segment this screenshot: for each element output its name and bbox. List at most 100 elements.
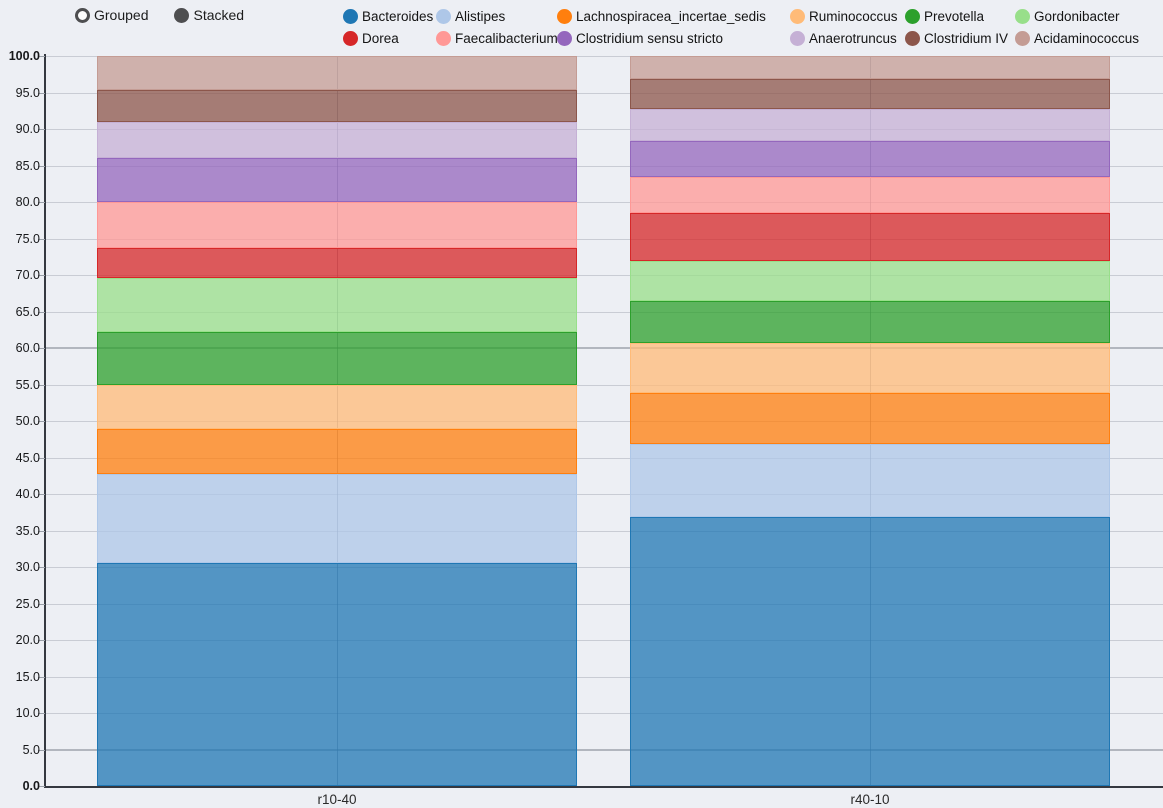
bar-segment-bacteroides[interactable]: [630, 517, 1110, 786]
y-tick-label: 100.0: [8, 49, 40, 63]
legend-item-clostridium-iv[interactable]: Clostridium IV: [905, 30, 1008, 46]
bar-segment-dorea[interactable]: [97, 247, 577, 278]
x-axis-label: r10-40: [317, 792, 357, 807]
mode-stacked-label: Stacked: [193, 7, 245, 23]
y-tick: [38, 239, 45, 240]
gridline: [46, 93, 1163, 94]
y-tick: [38, 604, 45, 605]
bar-segment-faecalibacterium[interactable]: [97, 202, 577, 248]
y-tick-label: 35.0: [15, 524, 40, 538]
legend-item-ruminococcus[interactable]: Ruminococcus: [790, 8, 898, 24]
legend-label: Clostridium IV: [924, 30, 1009, 46]
mode-option-grouped[interactable]: Grouped: [75, 7, 148, 23]
y-tick-label: 15.0: [15, 670, 40, 684]
bar-segment-gordonibacter[interactable]: [630, 261, 1110, 301]
gridline: [46, 56, 1163, 57]
y-tick-label: 95.0: [15, 86, 40, 100]
bar-segment-ruminococcus[interactable]: [97, 385, 577, 430]
bar-segment-clostridium-sensu-stricto[interactable]: [97, 158, 577, 202]
bar-segment-anaerotruncus[interactable]: [97, 122, 577, 159]
y-tick-label: 85.0: [15, 159, 40, 173]
bar-segment-faecalibacterium[interactable]: [630, 177, 1110, 213]
bar-segment-dorea[interactable]: [630, 212, 1110, 262]
y-tick-label: 25.0: [15, 597, 40, 611]
legend-item-bacteroides[interactable]: Bacteroides: [343, 8, 433, 24]
y-tick: [38, 713, 45, 714]
bar-segment-anaerotruncus[interactable]: [630, 108, 1110, 142]
legend-label: Alistipes: [455, 8, 506, 24]
gridline: [46, 385, 1163, 386]
y-tick-label: 30.0: [15, 560, 40, 574]
legend-item-dorea[interactable]: Dorea: [343, 30, 399, 46]
legend-item-alistipes[interactable]: Alistipes: [436, 8, 505, 24]
legend-swatch-icon: [343, 8, 358, 24]
bar-segment-lachnospiracea-incertae-sedis[interactable]: [97, 429, 577, 475]
legend-label: Ruminococcus: [809, 8, 898, 24]
bar-segment-acidaminococcus[interactable]: [97, 56, 577, 90]
y-tick: [38, 786, 45, 787]
bar-segment-alistipes[interactable]: [97, 474, 577, 563]
gridline: [46, 604, 1163, 605]
legend-swatch-icon: [1015, 8, 1030, 24]
y-tick-label: 10.0: [15, 706, 40, 720]
y-tick: [38, 348, 45, 349]
legend-item-acidaminococcus[interactable]: Acidaminococcus: [1015, 30, 1139, 46]
bar-segment-clostridium-iv[interactable]: [97, 89, 577, 123]
legend-item-gordonibacter[interactable]: Gordonibacter: [1015, 8, 1120, 24]
gridline: [46, 494, 1163, 495]
y-tick: [38, 275, 45, 276]
chart-mode-toggle: Grouped Stacked: [75, 7, 244, 23]
gridline: [46, 749, 1163, 751]
legend-item-faecalibacterium[interactable]: Faecalibacterium: [436, 30, 558, 46]
bar-segment-prevotella[interactable]: [630, 300, 1110, 343]
gridline: [46, 347, 1163, 349]
legend-swatch-icon: [343, 30, 358, 46]
bar-segment-bacteroides[interactable]: [97, 562, 577, 786]
legend-item-clostridium-sensu-stricto[interactable]: Clostridium sensu stricto: [557, 30, 723, 46]
legend-label: Bacteroides: [362, 8, 434, 24]
x-axis-label: r40-10: [850, 792, 890, 807]
gridline: [46, 202, 1163, 203]
legend-swatch-icon: [905, 8, 920, 24]
y-tick-label: 45.0: [15, 451, 40, 465]
gridline: [46, 275, 1163, 276]
legend-swatch-icon: [1015, 30, 1030, 46]
legend-label: Acidaminococcus: [1034, 30, 1140, 46]
bar-segment-acidaminococcus[interactable]: [630, 56, 1110, 79]
gridline: [46, 421, 1163, 422]
y-tick: [38, 531, 45, 532]
radio-unselected-icon[interactable]: [75, 7, 90, 23]
mode-grouped-label: Grouped: [94, 7, 149, 23]
gridline: [46, 312, 1163, 313]
bar-segment-clostridium-iv[interactable]: [630, 78, 1110, 109]
y-tick: [38, 312, 45, 313]
mode-option-stacked[interactable]: Stacked: [174, 7, 244, 23]
gridline: [46, 239, 1163, 240]
legend-swatch-icon: [905, 30, 920, 46]
legend-item-lachnospiracea-incertae-sedis[interactable]: Lachnospiracea_incertae_sedis: [557, 8, 766, 24]
radio-selected-icon[interactable]: [174, 7, 190, 23]
x-axis-line: [44, 786, 1163, 788]
bar-segment-prevotella[interactable]: [97, 331, 577, 386]
gridline: [46, 458, 1163, 459]
y-tick-label: 5.0: [22, 743, 40, 757]
bar-segment-ruminococcus[interactable]: [630, 342, 1110, 394]
bar-segment-clostridium-sensu-stricto[interactable]: [630, 141, 1110, 178]
y-tick-label: 50.0: [15, 414, 40, 428]
y-tick: [38, 640, 45, 641]
bar-segment-gordonibacter[interactable]: [97, 277, 577, 332]
bar-segment-alistipes[interactable]: [630, 443, 1110, 518]
y-tick-label: 55.0: [15, 378, 40, 392]
legend-swatch-icon: [557, 30, 572, 46]
legend-label: Clostridium sensu stricto: [576, 30, 724, 46]
y-tick-label: 0.0: [22, 779, 40, 793]
legend-swatch-icon: [557, 8, 572, 24]
y-tick: [38, 421, 45, 422]
bar-segment-lachnospiracea-incertae-sedis[interactable]: [630, 393, 1110, 444]
legend-label: Lachnospiracea_incertae_sedis: [576, 8, 766, 24]
legend-label: Dorea: [362, 30, 399, 46]
legend-item-anaerotruncus[interactable]: Anaerotruncus: [790, 30, 897, 46]
y-tick: [38, 166, 45, 167]
legend-item-prevotella[interactable]: Prevotella: [905, 8, 984, 24]
y-tick: [38, 202, 45, 203]
